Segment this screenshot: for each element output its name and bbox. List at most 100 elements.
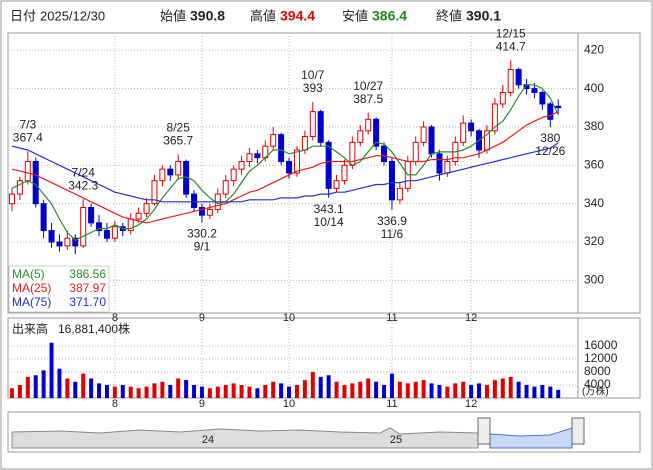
volume-bar — [25, 376, 30, 398]
candle-body — [507, 68, 514, 93]
volume-bar — [318, 376, 323, 398]
volume-bar — [192, 384, 197, 398]
candle-body — [48, 230, 55, 243]
legend-name: MA(25) — [12, 281, 51, 295]
candle-body — [531, 88, 538, 93]
candle-body — [40, 203, 47, 232]
candle-body — [547, 103, 554, 120]
candle-body — [301, 136, 308, 151]
volume-bar — [255, 388, 260, 398]
date: 2025/12/30 — [40, 8, 105, 23]
candle-body — [64, 237, 71, 247]
candle-body — [381, 145, 388, 162]
volume-tick-label: 4000 — [584, 377, 611, 391]
volume-bar — [429, 383, 434, 398]
high-value: 394.4 — [280, 8, 315, 24]
candle-body — [103, 230, 110, 239]
candle-body — [309, 111, 316, 138]
high-label: 高値 — [250, 8, 276, 23]
volume-bar — [294, 384, 299, 398]
volume-bar — [492, 380, 497, 398]
volume-tick-label: 16000 — [584, 338, 618, 352]
candle-body — [388, 160, 395, 201]
low-label: 安値 — [342, 8, 368, 23]
candle-body — [539, 91, 546, 105]
volume-bar — [342, 384, 347, 398]
annotation-price: 343.1 — [314, 202, 344, 216]
volume-bar — [302, 380, 307, 398]
volume-bar — [437, 384, 442, 398]
volume-bar — [516, 381, 521, 398]
candle-body — [175, 160, 182, 176]
volume-bar — [397, 381, 402, 398]
x-tick-label: 11 — [386, 312, 397, 324]
candle-body — [373, 118, 380, 147]
volume-bar — [461, 381, 466, 398]
volume-bar — [81, 373, 86, 398]
volume-bar — [128, 386, 133, 398]
volume-bar — [374, 381, 379, 398]
slider-right[interactable] — [571, 417, 585, 445]
volume-bar — [445, 386, 450, 398]
y-tick-label: 300 — [584, 273, 604, 287]
volume-bar — [65, 378, 70, 398]
candle-body — [191, 193, 198, 209]
candle-body — [270, 134, 277, 147]
x-tick-label: 11 — [386, 398, 397, 410]
candle-body — [254, 153, 261, 159]
annotation-price: 387.5 — [353, 92, 383, 106]
annotation-date: 8/25 — [167, 121, 191, 135]
candle-body — [56, 241, 63, 247]
volume-bar — [453, 383, 458, 398]
volume-bar — [239, 384, 244, 398]
candle-body — [396, 187, 403, 201]
volume-bar — [556, 389, 561, 398]
candle-body — [143, 203, 150, 214]
annotation-price: 367.4 — [13, 130, 43, 144]
candle-body — [460, 122, 467, 143]
volume-bar — [484, 384, 489, 398]
x-tick-label: 8 — [112, 398, 118, 410]
slider-left[interactable] — [477, 417, 491, 445]
candle-body — [32, 160, 39, 205]
volume-bar — [33, 375, 38, 398]
volume-bar — [271, 381, 276, 398]
volume-bar — [223, 384, 228, 398]
candle-body — [8, 193, 15, 205]
candle-body — [293, 149, 300, 174]
volume-bar — [49, 342, 54, 398]
close-value: 390.1 — [466, 8, 501, 24]
x-tick-label: 9 — [199, 312, 205, 324]
volume-bar — [477, 383, 482, 398]
volume-bar — [184, 380, 189, 398]
candle-body — [365, 118, 372, 132]
candle-body — [198, 207, 205, 216]
annotation-date: 12/15 — [496, 27, 526, 41]
volume-bar — [389, 373, 394, 398]
candle-body — [555, 105, 562, 109]
volume-bar — [548, 386, 553, 398]
candle-body — [246, 153, 253, 162]
header: 日付 2025/12/30 始値 390.8 高値 394.4 安値 386.4… — [10, 8, 501, 24]
open-value: 390.8 — [190, 8, 225, 24]
candle-body — [428, 126, 435, 155]
volume-bar — [152, 383, 157, 398]
x-tick-label: 10 — [283, 398, 295, 410]
annotation-date: 7/24 — [72, 165, 96, 179]
legend-name: MA(5) — [12, 267, 45, 281]
annotation-date: 11/6 — [381, 227, 404, 241]
candle-body — [444, 160, 451, 174]
candle-body — [317, 111, 324, 143]
x-tick-label: 12 — [465, 398, 477, 410]
volume-bar — [382, 384, 387, 398]
candle-body — [420, 126, 427, 143]
open-label: 始値 — [160, 8, 186, 23]
candle-body — [499, 91, 506, 105]
ma-line — [11, 142, 559, 203]
volume-bar — [231, 383, 236, 398]
nav-label: 24 — [202, 434, 214, 446]
candle-body — [341, 164, 348, 182]
volume-bar — [469, 384, 474, 398]
volume-bar — [17, 384, 22, 398]
